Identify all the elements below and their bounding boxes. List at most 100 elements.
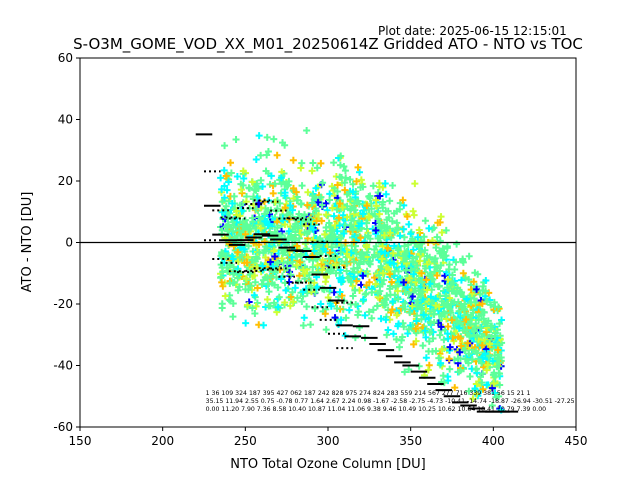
scatter-point bbox=[428, 275, 436, 283]
scatter-point bbox=[248, 178, 256, 186]
scatter-point bbox=[381, 249, 389, 257]
y-tick-label: 60 bbox=[58, 51, 73, 65]
scatter-point bbox=[375, 271, 383, 279]
x-tick-label: 150 bbox=[69, 434, 92, 448]
scatter-point bbox=[282, 286, 290, 294]
scatter-point bbox=[459, 258, 467, 266]
scatter-point bbox=[230, 263, 238, 271]
scatter-point bbox=[456, 367, 464, 375]
scatter-point bbox=[378, 280, 386, 288]
scatter-point bbox=[363, 243, 371, 251]
scatter-point bbox=[407, 237, 415, 245]
scatter-point bbox=[265, 288, 273, 296]
scatter-point bbox=[362, 290, 370, 298]
scatter-point bbox=[337, 278, 345, 286]
scatter-point bbox=[470, 278, 478, 286]
scatter-point bbox=[293, 242, 301, 250]
scatter-point bbox=[277, 231, 285, 239]
scatter-point bbox=[258, 280, 266, 288]
scatter-point bbox=[481, 350, 489, 358]
scatter-point bbox=[482, 276, 490, 284]
x-tick-label: 200 bbox=[151, 434, 174, 448]
scatter-point bbox=[222, 172, 230, 180]
scatter-point bbox=[403, 212, 411, 220]
scatter-point bbox=[432, 263, 440, 271]
scatter-point bbox=[402, 255, 410, 263]
scatter-point bbox=[422, 264, 430, 272]
scatter-point bbox=[494, 346, 502, 354]
scatter-point bbox=[318, 201, 326, 209]
scatter-point bbox=[340, 163, 348, 171]
scatter-point bbox=[406, 309, 414, 317]
scatter-point bbox=[430, 318, 438, 326]
scatter-point bbox=[469, 395, 477, 403]
scatter-point bbox=[298, 182, 306, 190]
scatter-point bbox=[243, 301, 251, 309]
scatter-point bbox=[393, 219, 401, 227]
scatter-point bbox=[337, 266, 345, 274]
scatter-point bbox=[225, 261, 233, 269]
scatter-point bbox=[322, 199, 330, 207]
scatter-point bbox=[455, 324, 463, 332]
scatter-point bbox=[433, 233, 441, 241]
scatter-point bbox=[489, 357, 497, 365]
scatter-point bbox=[273, 224, 281, 232]
scatter-point bbox=[229, 279, 237, 287]
scatter-point bbox=[282, 200, 290, 208]
scatter-point bbox=[485, 352, 493, 360]
scatter-point bbox=[291, 284, 299, 292]
scatter-point bbox=[321, 310, 329, 318]
scatter-point bbox=[369, 182, 377, 190]
scatter-point bbox=[414, 297, 422, 305]
scatter-point bbox=[394, 295, 402, 303]
scatter-point bbox=[457, 301, 465, 309]
scatter-point bbox=[328, 204, 336, 212]
scatter-point bbox=[218, 226, 226, 234]
scatter-point bbox=[412, 325, 420, 333]
scatter-point bbox=[415, 276, 423, 284]
scatter-point bbox=[240, 245, 248, 253]
scatter-point bbox=[328, 227, 336, 235]
scatter-point bbox=[255, 132, 263, 140]
scatter-point bbox=[253, 180, 261, 188]
scatter-point bbox=[394, 287, 402, 295]
scatter-point bbox=[438, 312, 446, 320]
scatter-point bbox=[297, 200, 305, 208]
scatter-point bbox=[271, 180, 279, 188]
scatter-point bbox=[423, 260, 431, 268]
scatter-point bbox=[260, 321, 268, 329]
scatter-point bbox=[397, 336, 405, 344]
scatter-point bbox=[288, 206, 296, 214]
scatter-point bbox=[351, 334, 359, 342]
scatter-point bbox=[386, 197, 394, 205]
scatter-point bbox=[476, 290, 484, 298]
scatter-point bbox=[264, 274, 272, 282]
scatter-point bbox=[264, 280, 272, 288]
scatter-point bbox=[343, 259, 351, 267]
scatter-point bbox=[289, 184, 297, 192]
scatter-point bbox=[428, 298, 436, 306]
scatter-point bbox=[263, 295, 271, 303]
scatter-point bbox=[439, 372, 447, 380]
scatter-point bbox=[242, 319, 250, 327]
scatter-point bbox=[367, 205, 375, 213]
scatter-point bbox=[435, 303, 443, 311]
scatter-point bbox=[436, 331, 444, 339]
scatter-point bbox=[270, 135, 278, 143]
scatter-point bbox=[298, 298, 306, 306]
scatter-point bbox=[423, 286, 431, 294]
scatter-point bbox=[364, 232, 372, 240]
scatter-point bbox=[421, 217, 429, 225]
scatter-point bbox=[307, 321, 315, 329]
scatter-point bbox=[388, 217, 396, 225]
scatter-point bbox=[476, 324, 484, 332]
scatter-point bbox=[495, 392, 503, 400]
scatter-point bbox=[453, 240, 461, 248]
scatter-point bbox=[422, 276, 430, 284]
scatter-point bbox=[300, 314, 308, 322]
scatter-point bbox=[442, 226, 450, 234]
scatter-point bbox=[267, 172, 275, 180]
scatter-point bbox=[399, 196, 407, 204]
scatter-point bbox=[228, 252, 236, 260]
